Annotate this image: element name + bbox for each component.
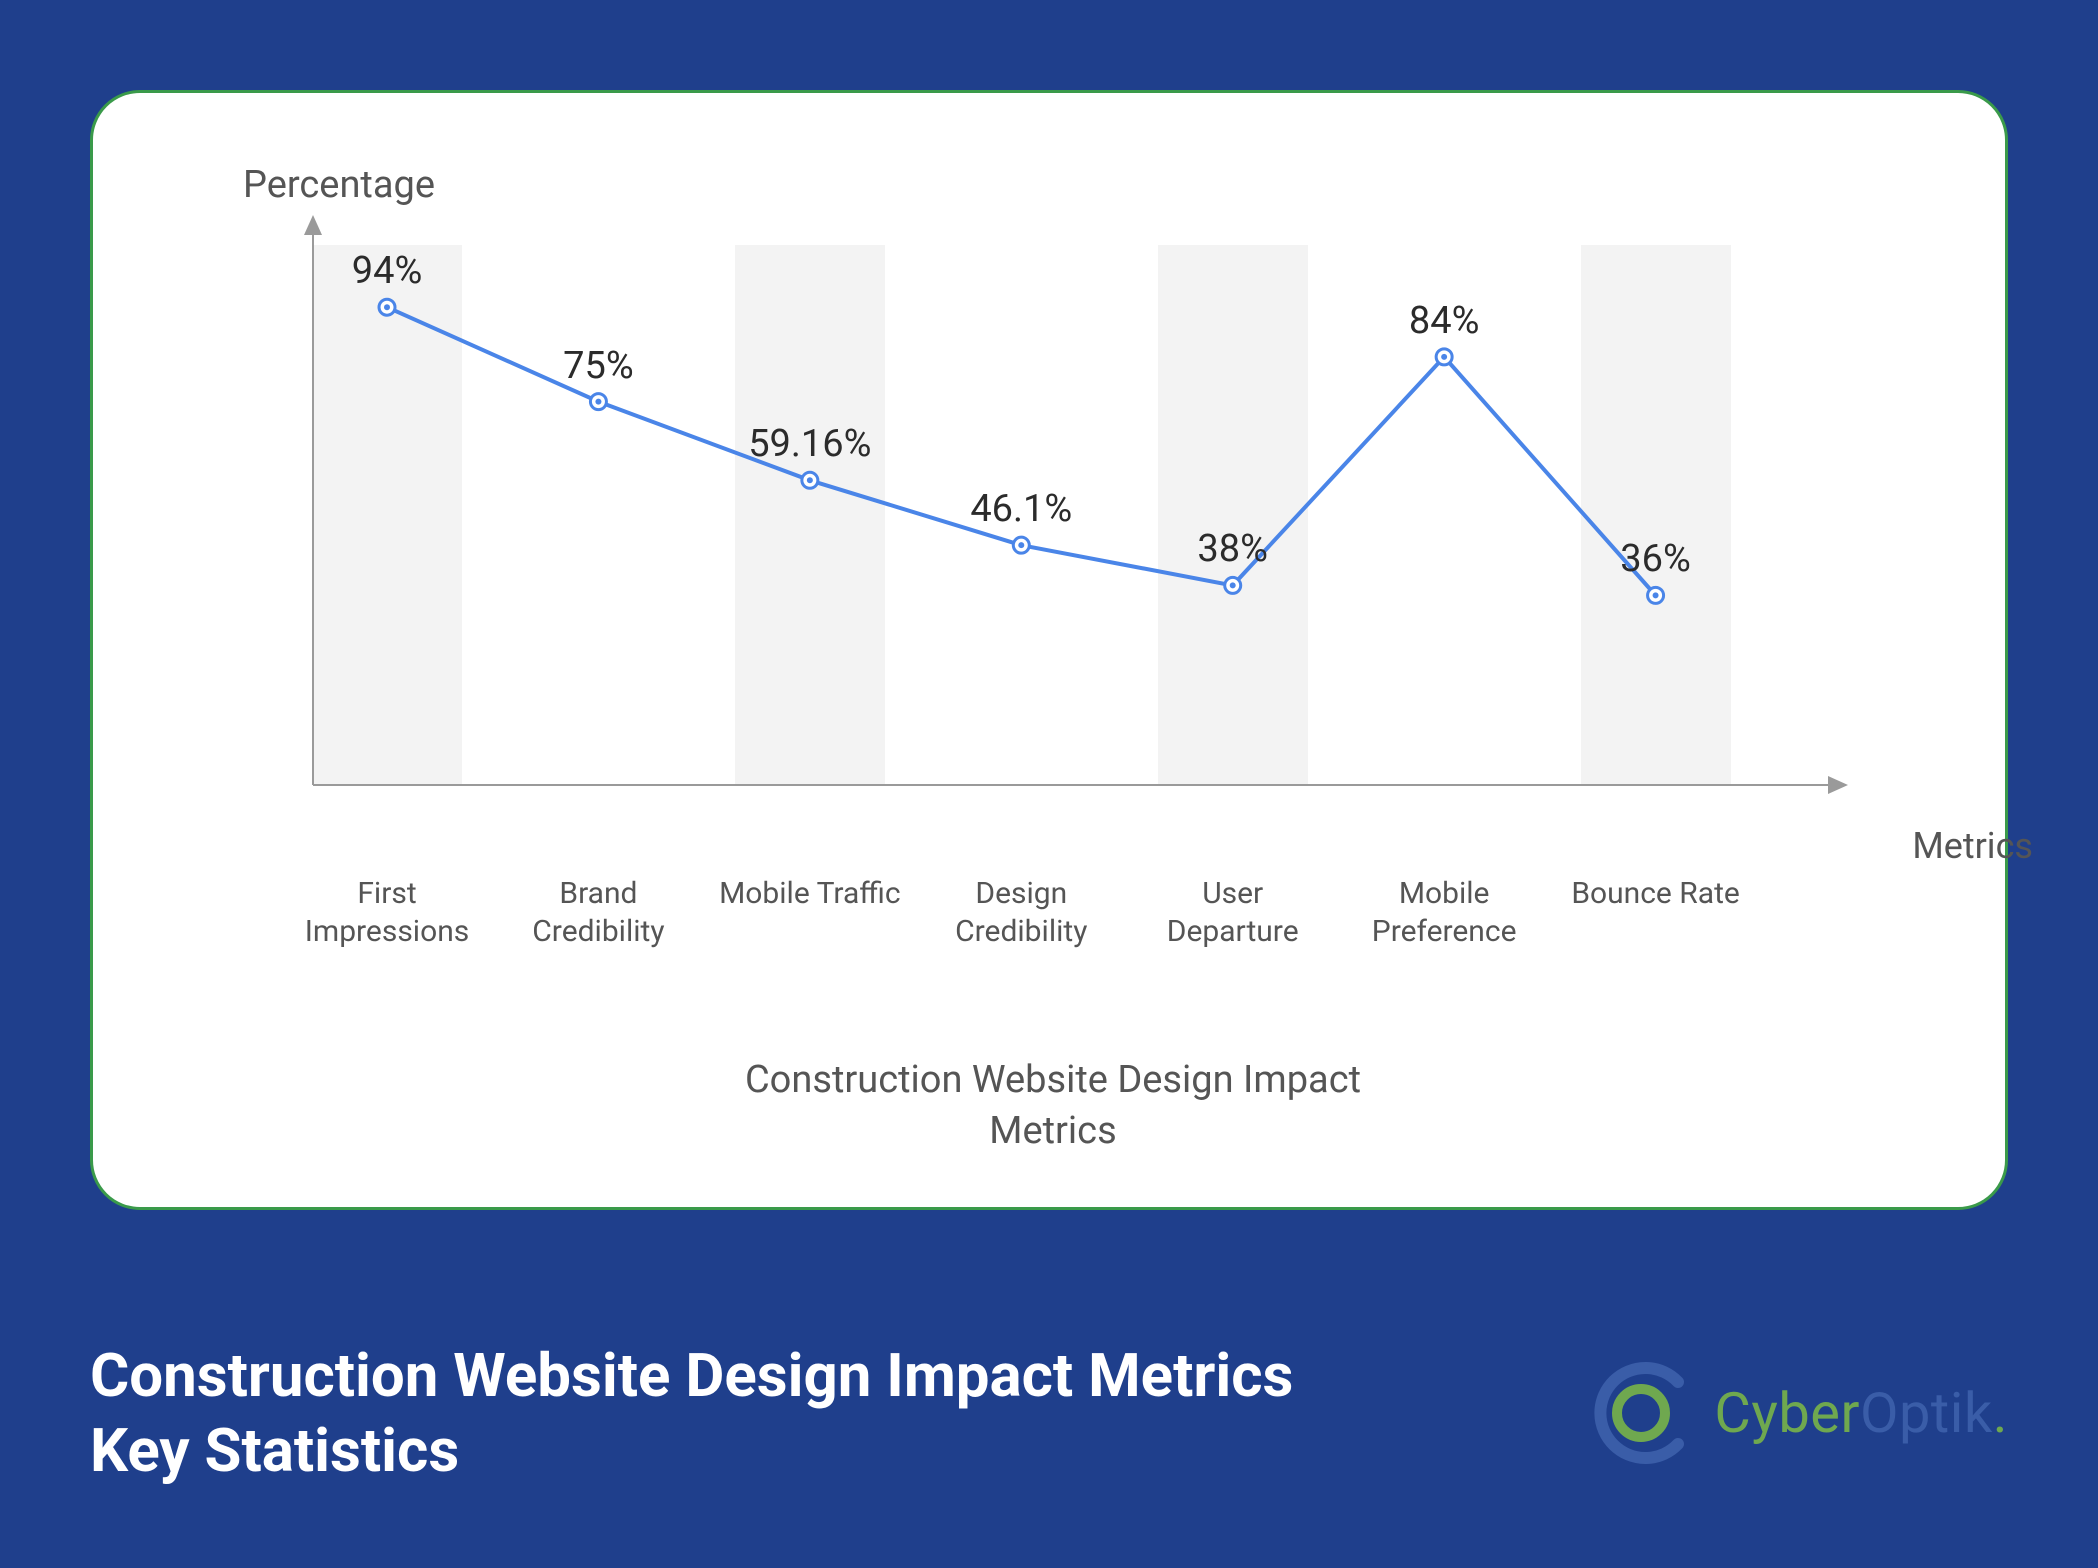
page-title: Construction Website Design Impact Metri… bbox=[90, 1338, 1390, 1488]
category-labels-row: First ImpressionsBrand CredibilityMobile… bbox=[313, 875, 1793, 975]
category-label: First Impressions bbox=[292, 875, 482, 950]
page-root: Percentage 94%75%59.16%46.1%38%84%36% Me… bbox=[0, 0, 2098, 1568]
chart-subtitle: Construction Website Design ImpactMetric… bbox=[313, 1055, 1793, 1158]
category-label: Mobile Preference bbox=[1349, 875, 1539, 950]
axes-svg bbox=[243, 215, 1903, 855]
logo-text: CyberOptik. bbox=[1714, 1380, 2008, 1446]
logo-text-optik: Optik bbox=[1860, 1380, 1993, 1446]
logo-icon bbox=[1586, 1358, 1696, 1468]
category-label: User Departure bbox=[1138, 875, 1328, 950]
category-label: Bounce Rate bbox=[1561, 875, 1751, 913]
x-axis-arrow-icon bbox=[1828, 776, 1848, 794]
plot-wrapper: 94%75%59.16%46.1%38%84%36% Metrics bbox=[243, 215, 1903, 855]
footer: Construction Website Design Impact Metri… bbox=[90, 1338, 2008, 1488]
category-label: Mobile Traffic bbox=[715, 875, 905, 913]
y-axis-label: Percentage bbox=[243, 163, 1945, 207]
chart-subtitle-text: Construction Website Design ImpactMetric… bbox=[745, 1058, 1361, 1153]
logo-text-dot: . bbox=[1993, 1380, 2008, 1446]
x-axis-label: Metrics bbox=[1912, 825, 2033, 867]
logo: CyberOptik. bbox=[1586, 1358, 2008, 1468]
category-label: Brand Credibility bbox=[503, 875, 693, 950]
chart-card: Percentage 94%75%59.16%46.1%38%84%36% Me… bbox=[90, 90, 2008, 1210]
y-axis-arrow-icon bbox=[304, 215, 322, 235]
logo-text-cyber: Cyber bbox=[1714, 1380, 1860, 1446]
category-label: Design Credibility bbox=[926, 875, 1116, 950]
